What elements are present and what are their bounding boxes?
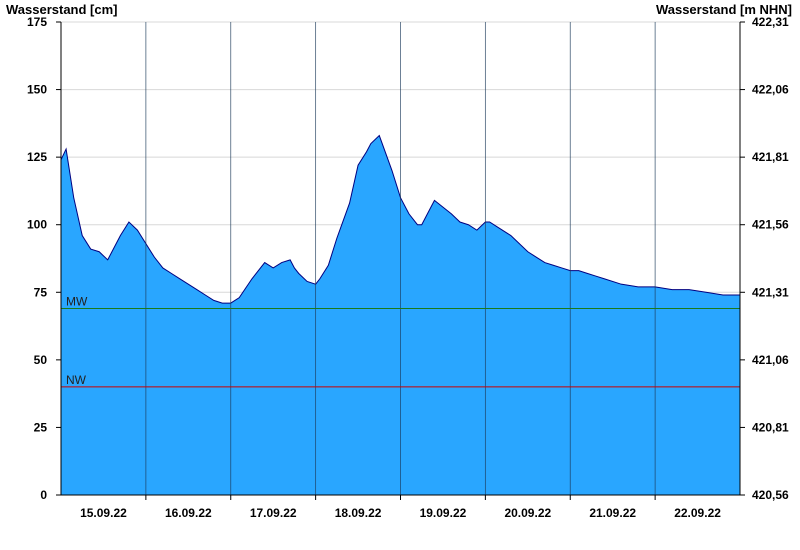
reference-lines: MW NW [61, 295, 740, 388]
y-tick-label-right: 421,56 [752, 218, 789, 232]
y-tick-label-left: 75 [34, 285, 48, 299]
y-tick-label-left: 150 [27, 83, 47, 97]
y-tick-label-left: 50 [34, 353, 48, 367]
x-tick-label: 20.09.22 [504, 506, 551, 520]
x-tick-label: 16.09.22 [165, 506, 212, 520]
y-tick-label-left: 100 [27, 218, 47, 232]
x-axis-ticks: 15.09.22 16.09.22 17.09.22 18.09.22 19.09.22… [80, 495, 721, 520]
y-tick-label-left: 0 [40, 488, 47, 502]
y-tick-label-right: 422,31 [752, 15, 789, 29]
y-axis-title-right: Wasserstand [m NHN] [656, 2, 792, 17]
x-tick-label: 18.09.22 [335, 506, 382, 520]
y-tick-label-right: 421,81 [752, 150, 789, 164]
y-tick-label-right: 421,06 [752, 353, 789, 367]
y-tick-label-right: 421,31 [752, 285, 789, 299]
y-axis-title-left: Wasserstand [cm] [6, 2, 118, 17]
x-tick-label: 17.09.22 [250, 506, 297, 520]
x-tick-label: 15.09.22 [80, 506, 127, 520]
y-tick-label-right: 420,81 [752, 420, 789, 434]
water-level-line [60, 134, 740, 304]
x-tick-label: 22.09.22 [674, 506, 721, 520]
y-tick-label-right: 420,56 [752, 488, 789, 502]
y-tick-label-right: 422,06 [752, 83, 789, 97]
y-tick-label-left: 175 [27, 15, 47, 29]
y-axis-ticks-right: 420,56 420,81 421,06 421,31 421,56 421,81 422,… [740, 15, 789, 502]
y-tick-label-left: 125 [27, 150, 47, 164]
day-separators [145, 22, 656, 495]
x-tick-label: 19.09.22 [420, 506, 467, 520]
reference-label-mw: MW [66, 295, 88, 309]
x-tick-label: 21.09.22 [589, 506, 636, 520]
reference-label-nw: NW [66, 373, 87, 387]
y-axis-ticks-left: 0 25 50 75 100 125 150 175 [27, 15, 61, 502]
y-tick-label-left: 25 [34, 420, 48, 434]
